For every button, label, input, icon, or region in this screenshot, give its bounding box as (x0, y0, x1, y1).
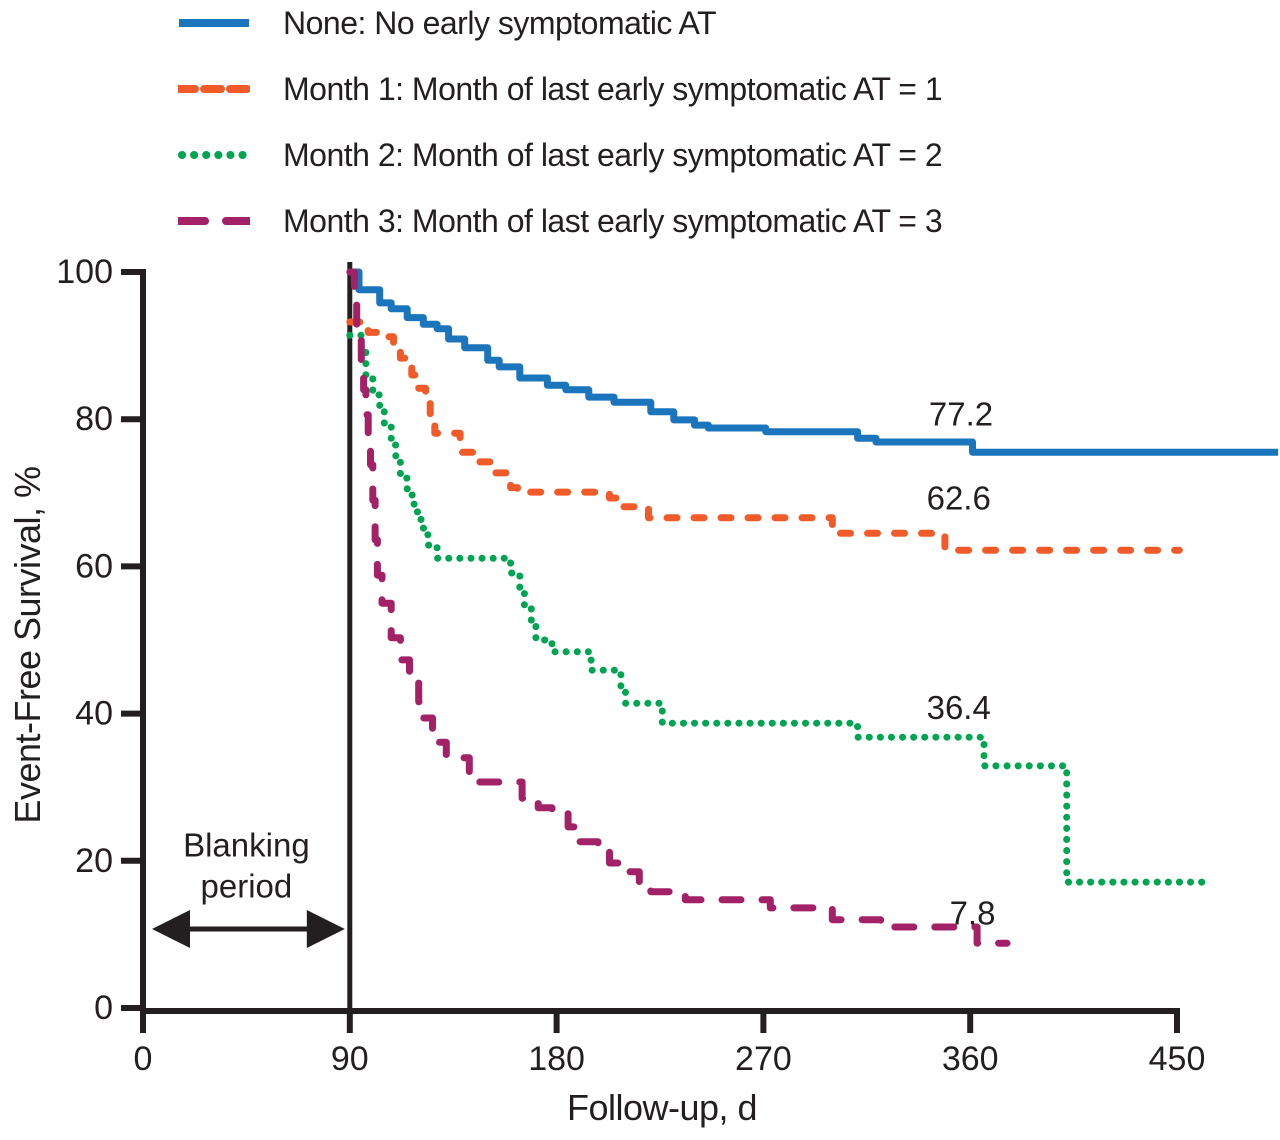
svg-text:0: 0 (134, 1040, 153, 1078)
svg-text:270: 270 (735, 1040, 792, 1078)
svg-text:7.8: 7.8 (950, 895, 996, 932)
legend-label-month1: Month 1: Month of last early symptomatic… (283, 70, 943, 107)
svg-text:77.2: 77.2 (929, 396, 993, 433)
svg-text:20: 20 (75, 842, 113, 880)
svg-text:360: 360 (942, 1040, 999, 1078)
longdash-line-icon (178, 217, 250, 225)
legend-item-month2: Month 2: Month of last early symptomatic… (178, 122, 943, 188)
y-axis-title: Event-Free Survival, % (7, 466, 48, 824)
svg-text:90: 90 (331, 1040, 369, 1078)
svg-text:0: 0 (94, 989, 113, 1027)
legend-item-month3: Month 3: Month of last early symptomatic… (178, 188, 943, 254)
svg-text:60: 60 (75, 547, 113, 585)
svg-text:40: 40 (75, 695, 113, 733)
svg-text:36.4: 36.4 (927, 689, 991, 726)
dashed-line-icon (178, 85, 250, 93)
legend-label-none: None: No early symptomatic AT (283, 4, 717, 41)
svg-text:100: 100 (56, 253, 113, 291)
svg-text:period: period (201, 868, 293, 905)
chart-legend: None: No early symptomatic AT Month 1: M… (178, 0, 943, 254)
svg-text:62.6: 62.6 (927, 479, 991, 516)
svg-text:180: 180 (528, 1040, 585, 1078)
svg-text:450: 450 (1149, 1040, 1206, 1078)
svg-text:Blanking: Blanking (183, 827, 310, 864)
solid-line-icon (179, 19, 249, 27)
dotted-line-icon (178, 151, 250, 159)
legend-label-month3: Month 3: Month of last early symptomatic… (283, 202, 943, 239)
svg-text:80: 80 (75, 400, 113, 438)
legend-item-none: None: No early symptomatic AT (178, 0, 942, 56)
legend-item-month1: Month 1: Month of last early symptomatic… (178, 56, 943, 122)
x-axis-title: Follow-up, d (566, 1087, 758, 1128)
legend-label-month2: Month 2: Month of last early symptomatic… (283, 136, 943, 173)
